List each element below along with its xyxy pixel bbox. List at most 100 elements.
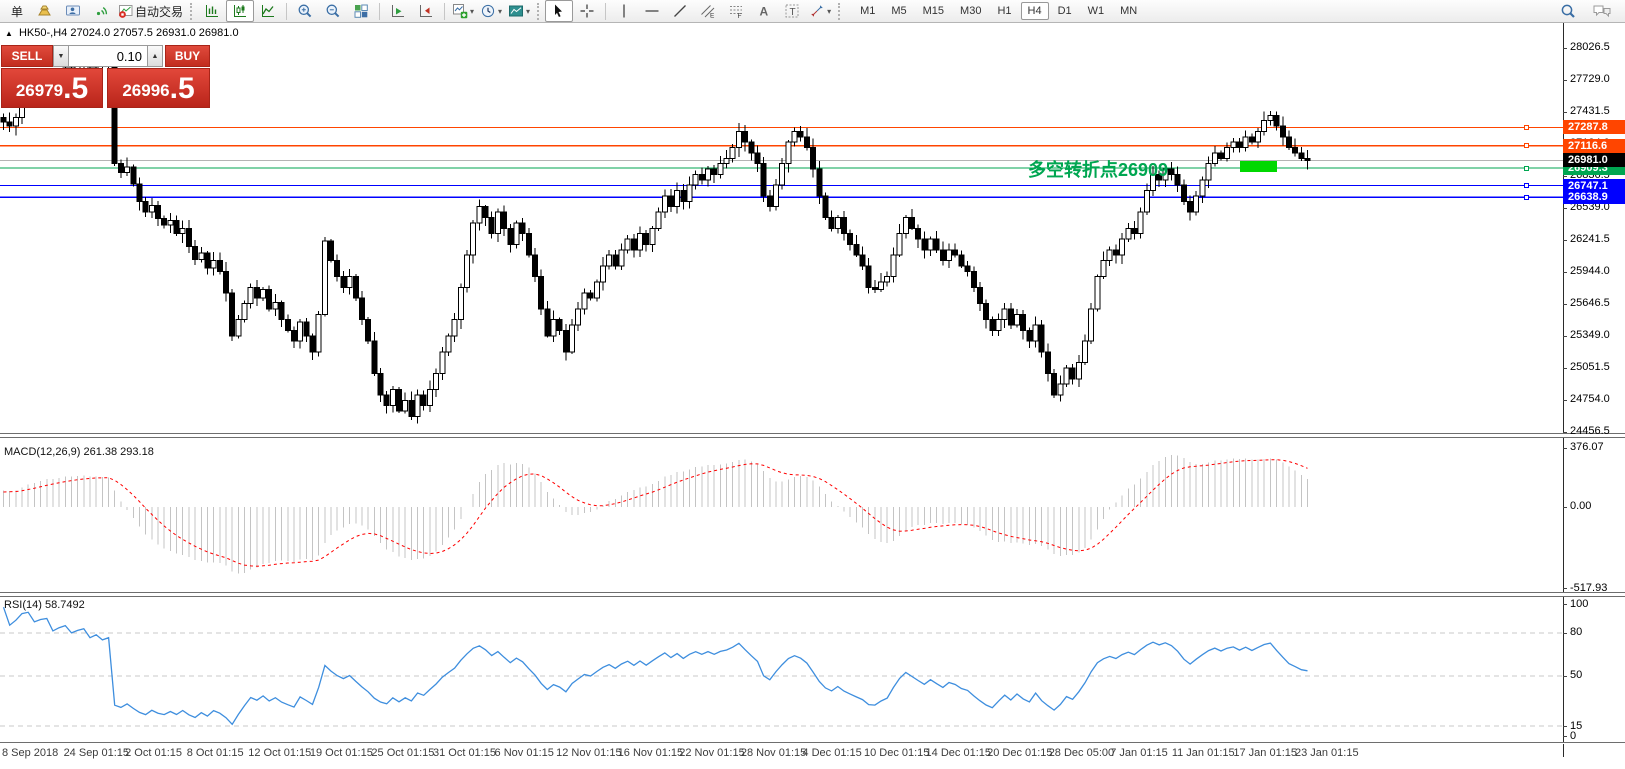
- chevron-down-icon: ▾: [827, 6, 832, 16]
- profile-icon[interactable]: [59, 0, 87, 22]
- timeframe-h1[interactable]: H1: [997, 5, 1012, 17]
- line-chart-icon[interactable]: [254, 0, 282, 22]
- svg-text:F: F: [738, 13, 742, 19]
- gold-icon[interactable]: [31, 0, 59, 22]
- toolbar-grip: [838, 2, 842, 20]
- date-label: 12 Oct 01:15: [248, 747, 312, 759]
- price-axis-line: [1563, 23, 1564, 757]
- chevron-down-icon: ▾: [498, 6, 503, 16]
- date-label: 2 Oct 01:15: [125, 747, 182, 759]
- date-label: 12 Nov 01:15: [556, 747, 622, 759]
- vertical-line-tool[interactable]: [610, 0, 638, 22]
- timeframe-m5[interactable]: M5: [891, 5, 907, 17]
- pane-separator[interactable]: [0, 433, 1625, 438]
- signal-icon[interactable]: [87, 0, 115, 22]
- chat-icon[interactable]: [1588, 0, 1616, 22]
- timeframe-group: M1 M5 M15 M30 H1 H4 D1 W1 MN: [852, 2, 1145, 20]
- one-click-trading-panel: SELL ▼ 0.10 ▲ BUY 26979 .5 26996 .5: [1, 45, 210, 108]
- rsi-label: RSI(14) 58.7492: [4, 599, 85, 611]
- date-label: 8 Oct 01:15: [186, 747, 244, 759]
- chart-title: ▲ HK50-,H4 27024.0 27057.5 26931.0 26981…: [5, 27, 239, 39]
- symbol-period-label: HK50-,H4: [18, 27, 68, 39]
- chevron-down-icon: ▾: [470, 6, 475, 16]
- timeframe-m30[interactable]: M30: [960, 5, 982, 17]
- timeframe-w1[interactable]: W1: [1087, 5, 1105, 17]
- new-order-label: 单: [10, 4, 23, 19]
- svg-text:A: A: [760, 5, 769, 19]
- equidistant-channel-tool[interactable]: E: [694, 0, 722, 22]
- buy-price-main: 26996: [122, 81, 170, 100]
- toolbar-separator: [286, 2, 288, 20]
- toolbar-separator: [379, 2, 381, 20]
- text-label-tool[interactable]: T: [778, 0, 806, 22]
- main-toolbar: 单 自动交易: [0, 0, 1625, 23]
- chart-annotation-text: 多空转折点26909: [1028, 160, 1169, 180]
- volume-down-button[interactable]: ▼: [53, 45, 69, 67]
- autotrading-label: 自动交易: [135, 4, 184, 19]
- buy-price-frac: .5: [169, 72, 195, 105]
- volume-input[interactable]: 0.10: [69, 45, 147, 67]
- macd-label: MACD(12,26,9) 261.38 293.18: [4, 446, 154, 458]
- autotrading-button[interactable]: 自动交易: [115, 0, 186, 22]
- date-label: 4 Dec 01:15: [802, 747, 862, 759]
- ohlc-values: 27024.0 27057.5 26931.0 26981.0: [70, 27, 239, 39]
- zoom-out-icon[interactable]: [319, 0, 347, 22]
- date-label: 24 Sep 01:15: [63, 747, 130, 759]
- timeframe-m15[interactable]: M15: [922, 5, 945, 17]
- toolbar-grip: [537, 2, 541, 20]
- templates-button[interactable]: ▾: [505, 0, 533, 22]
- arrows-tool[interactable]: ▾: [806, 0, 834, 22]
- pane-separator: [0, 742, 1625, 744]
- collapse-arrow-icon[interactable]: ▲: [5, 29, 13, 38]
- buy-button[interactable]: BUY: [165, 45, 210, 67]
- sell-button[interactable]: SELL: [1, 45, 53, 67]
- sell-price-main: 26979: [15, 81, 64, 100]
- candlestick-chart-icon[interactable]: [226, 0, 255, 22]
- date-label: 17 Jan 01:15: [1233, 747, 1298, 759]
- new-order-button[interactable]: 单: [3, 0, 31, 22]
- date-label: 19 Oct 01:15: [309, 747, 373, 759]
- autoscroll-icon[interactable]: [384, 0, 412, 22]
- date-label: 7 Jan 01:15: [1110, 747, 1168, 759]
- svg-text:T: T: [790, 7, 796, 18]
- date-label: 31 Oct 01:15: [432, 747, 496, 759]
- bar-chart-icon[interactable]: [198, 0, 226, 22]
- tile-windows-icon[interactable]: [347, 0, 375, 22]
- date-label: 25 Oct 01:15: [371, 747, 435, 759]
- search-icon[interactable]: [1554, 0, 1582, 22]
- toolbar-right-group: [1554, 0, 1622, 22]
- sell-price-frac: .5: [63, 72, 89, 105]
- trendline-tool[interactable]: [666, 0, 694, 22]
- timeframe-m1[interactable]: M1: [860, 5, 876, 17]
- toolbar-separator: [444, 2, 446, 20]
- date-label: 28 Nov 01:15: [740, 747, 807, 759]
- timeframe-mn[interactable]: MN: [1120, 5, 1138, 17]
- new-chart-button[interactable]: ▾: [449, 0, 477, 22]
- pane-separator[interactable]: [0, 592, 1625, 597]
- date-label: 10 Dec 01:15: [863, 747, 930, 759]
- buy-price-box[interactable]: 26996 .5: [107, 68, 210, 108]
- date-label: 8 Sep 2018: [2, 747, 59, 759]
- toolbar-separator: [605, 2, 607, 20]
- timeframe-h4[interactable]: H4: [1020, 2, 1049, 20]
- zoom-in-icon[interactable]: [291, 0, 319, 22]
- date-label: 28 Dec 05:00: [1048, 747, 1115, 759]
- chart-shift-icon[interactable]: [412, 0, 440, 22]
- date-label: 22 Nov 01:15: [679, 747, 745, 759]
- date-label: 14 Dec 01:15: [925, 747, 991, 759]
- fibonacci-tool[interactable]: F: [722, 0, 750, 22]
- cursor-tool[interactable]: [545, 0, 574, 22]
- date-label: 11 Jan 01:15: [1171, 747, 1235, 759]
- periods-button[interactable]: ▾: [477, 0, 505, 22]
- toolbar-grip: [190, 2, 194, 20]
- sell-price-box[interactable]: 26979 .5: [1, 68, 103, 108]
- date-label: 20 Dec 01:15: [987, 747, 1053, 759]
- crosshair-tool[interactable]: [573, 0, 601, 22]
- chevron-down-icon: ▾: [526, 6, 531, 16]
- volume-up-button[interactable]: ▲: [147, 45, 163, 67]
- timeframe-d1[interactable]: D1: [1057, 5, 1072, 17]
- horizontal-line-tool[interactable]: [638, 0, 666, 22]
- text-tool[interactable]: A: [750, 0, 778, 22]
